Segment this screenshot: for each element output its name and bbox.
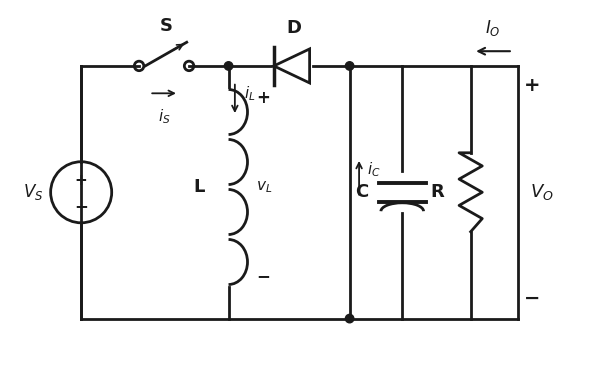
- Text: $V_S$: $V_S$: [23, 182, 43, 202]
- Circle shape: [346, 315, 354, 323]
- Circle shape: [224, 62, 232, 70]
- Text: $i_C$: $i_C$: [367, 161, 381, 180]
- Text: $i_S$: $i_S$: [158, 107, 170, 126]
- Text: −: −: [256, 267, 270, 285]
- Text: $i_L$: $i_L$: [244, 84, 256, 103]
- Text: D: D: [287, 19, 302, 37]
- Text: +: +: [75, 173, 87, 188]
- Text: +: +: [256, 89, 270, 107]
- Circle shape: [346, 62, 354, 70]
- Text: R: R: [430, 183, 445, 201]
- Text: C: C: [355, 183, 368, 201]
- Text: −: −: [74, 197, 88, 215]
- Text: L: L: [194, 178, 205, 196]
- Text: $V_O$: $V_O$: [530, 182, 554, 202]
- Text: $v_L$: $v_L$: [256, 179, 272, 195]
- Text: −: −: [525, 289, 541, 308]
- Text: S: S: [160, 18, 173, 36]
- Text: $I_O$: $I_O$: [485, 18, 501, 38]
- Text: +: +: [525, 76, 541, 95]
